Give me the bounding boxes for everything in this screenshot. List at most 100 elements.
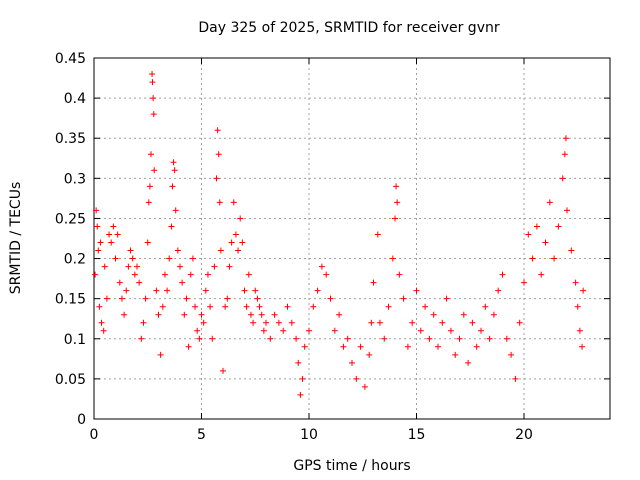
- data-point-marker: [299, 375, 306, 382]
- data-point-marker: [482, 303, 489, 310]
- data-point-marker: [170, 159, 177, 166]
- data-point-marker: [422, 303, 429, 310]
- data-point-marker: [435, 343, 441, 350]
- data-point-marker: [579, 343, 586, 350]
- data-point-marker: [123, 287, 130, 294]
- data-point-marker: [426, 335, 433, 342]
- data-point-marker: [142, 295, 149, 302]
- data-point-marker: [271, 311, 278, 318]
- data-point-marker: [456, 335, 463, 342]
- data-point-marker: [353, 375, 360, 382]
- data-point-marker: [187, 271, 194, 278]
- data-point-marker: [443, 295, 450, 302]
- data-point-marker: [153, 287, 160, 294]
- data-point-marker: [559, 175, 566, 182]
- data-point-marker: [327, 295, 334, 302]
- grid: [94, 58, 610, 419]
- data-point-marker: [417, 327, 424, 334]
- data-point-marker: [525, 231, 532, 238]
- data-point-marker: [189, 255, 196, 262]
- data-point-marker: [260, 327, 267, 334]
- data-point-marker: [349, 359, 355, 366]
- data-point-marker: [400, 295, 407, 302]
- data-point-marker: [392, 215, 398, 222]
- data-point-marker: [447, 327, 454, 334]
- data-point-marker: [404, 343, 411, 350]
- data-point-marker: [314, 287, 321, 294]
- data-point-marker: [374, 231, 381, 238]
- data-point-marker: [430, 311, 437, 318]
- data-point-marker: [551, 255, 558, 262]
- data-point-marker: [171, 167, 178, 174]
- y-tick-label: 0.1: [64, 332, 86, 348]
- data-point-marker: [239, 239, 246, 246]
- data-point-marker: [181, 311, 188, 318]
- data-point-marker: [147, 151, 154, 158]
- data-point-marker: [574, 303, 581, 310]
- data-point-marker: [121, 311, 128, 318]
- data-point-marker: [204, 271, 211, 278]
- data-point-marker: [155, 311, 162, 318]
- data-point-marker: [318, 263, 325, 270]
- data-point-marker: [580, 287, 587, 294]
- y-tick-label: 0.05: [55, 372, 86, 388]
- data-point-marker: [490, 311, 497, 318]
- data-point-marker: [108, 239, 115, 246]
- data-point-marker: [340, 343, 347, 350]
- data-point-marker: [252, 287, 259, 294]
- plot-frame: [93, 57, 611, 420]
- data-point-marker: [172, 207, 179, 214]
- y-tick-label: 0.4: [64, 91, 86, 107]
- y-tick-label: 0.3: [64, 171, 86, 187]
- data-point-marker: [297, 391, 304, 398]
- data-point-marker: [465, 359, 472, 366]
- data-point-marker: [473, 343, 480, 350]
- data-point-marker: [529, 255, 536, 262]
- data-point-marker: [144, 239, 151, 246]
- data-point-marker: [344, 335, 351, 342]
- data-point-marker: [288, 319, 295, 326]
- data-point-marker: [161, 271, 168, 278]
- y-tick-label: 0.25: [55, 211, 86, 227]
- data-point-marker: [306, 327, 312, 334]
- data-point-marker: [179, 279, 186, 286]
- data-point-marker: [185, 343, 192, 350]
- data-point-marker: [546, 199, 553, 206]
- data-point-marker: [235, 247, 242, 254]
- data-point-marker: [93, 207, 100, 214]
- data-point-marker: [486, 335, 493, 342]
- data-point-marker: [146, 183, 153, 190]
- data-point-marker: [361, 383, 368, 390]
- data-point-marker: [198, 311, 205, 318]
- data-point-marker: [134, 263, 140, 270]
- data-point-marker: [226, 263, 233, 270]
- data-point-marker: [136, 279, 143, 286]
- x-axis-label: GPS time / hours: [293, 458, 410, 474]
- data-point-marker: [211, 263, 218, 270]
- data-point-marker: [96, 303, 103, 310]
- data-point-marker: [413, 287, 420, 294]
- data-point-marker: [256, 303, 263, 310]
- data-point-marker: [194, 327, 201, 334]
- axis-ticks: 0 0.05 0.1 0.15 0.2 0.25 0.3 0.35 0.4 0.45 0 5 10 15 2…: [55, 51, 610, 443]
- data-point-marker: [370, 279, 377, 286]
- data-point-marker: [469, 319, 476, 326]
- data-point-marker: [200, 319, 207, 326]
- data-point-marker: [213, 175, 220, 182]
- data-point-marker: [95, 247, 102, 254]
- data-point-marker: [336, 311, 343, 318]
- data-point-marker: [151, 167, 158, 174]
- data-point-marker: [177, 263, 183, 270]
- data-point-marker: [323, 271, 330, 278]
- data-point-marker: [112, 255, 119, 262]
- data-point-marker: [224, 295, 231, 302]
- data-point-marker: [150, 95, 157, 102]
- data-point-marker: [145, 199, 152, 206]
- data-point-marker: [101, 263, 108, 270]
- data-point-marker: [164, 287, 171, 294]
- data-point-marker: [241, 287, 248, 294]
- data-point-marker: [138, 335, 145, 342]
- data-point-marker: [275, 319, 282, 326]
- data-point-marker: [357, 343, 364, 350]
